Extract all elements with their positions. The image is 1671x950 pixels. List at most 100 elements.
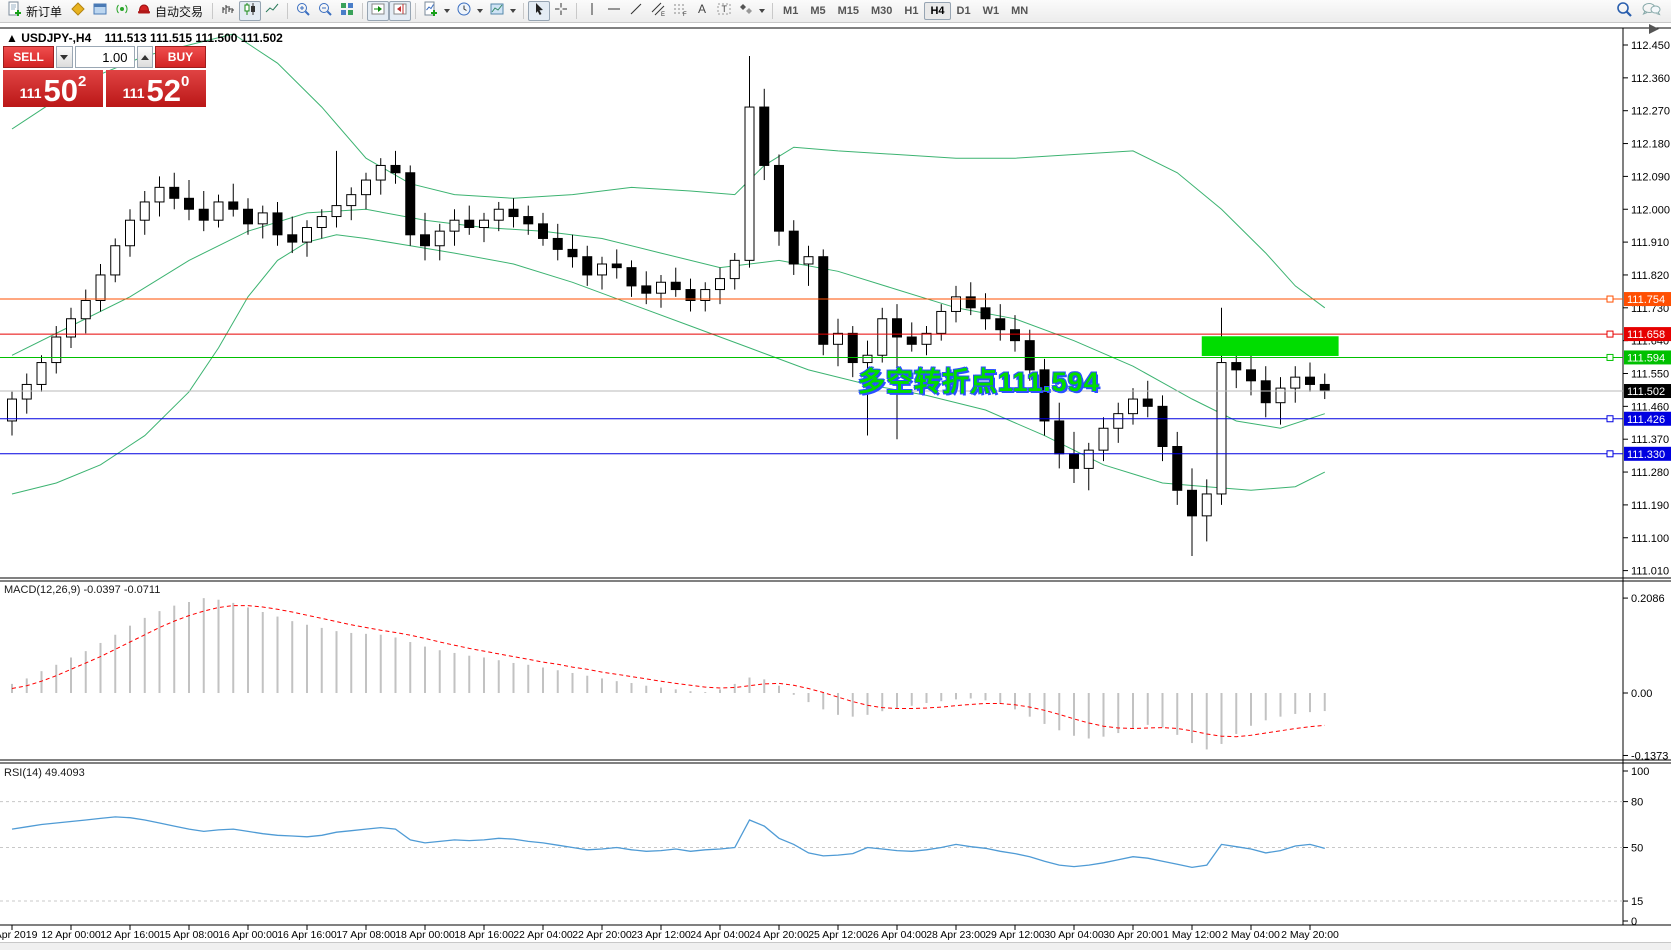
candle (405, 172, 416, 236)
sell-price-box[interactable]: 111 50 2 (3, 70, 103, 107)
candlestick-series[interactable] (7, 55, 1330, 556)
price-chart[interactable]: 112.450 112.360 112.270 112.180 112.090 112.0… (0, 23, 1671, 950)
timeframe-mn[interactable]: MN (1011, 5, 1029, 17)
svg-text:30 Apr 20:00: 30 Apr 20:00 (1103, 929, 1163, 941)
svg-text:0.2086: 0.2086 (1631, 593, 1665, 605)
timeframe-h1[interactable]: H1 (904, 5, 919, 17)
svg-text:112.000: 112.000 (1631, 204, 1670, 216)
hline-handle[interactable] (1606, 330, 1614, 338)
svg-text:111.010: 111.010 (1631, 566, 1669, 578)
candle (1128, 398, 1138, 415)
svg-text:100: 100 (1631, 766, 1649, 778)
candle (169, 186, 180, 199)
autotrade-button[interactable]: 自动交易 (133, 1, 208, 21)
price-axis[interactable]: 112.450 112.360 112.270 112.180 112.090 112.0… (1623, 40, 1670, 578)
hline-handle[interactable] (1606, 450, 1614, 458)
candle (36, 362, 47, 385)
navigator-button[interactable] (89, 1, 111, 21)
timeframe-h4[interactable]: H4 (924, 2, 951, 20)
timeframe-m15[interactable]: M15 (837, 5, 859, 17)
templates-button[interactable] (486, 1, 519, 21)
timeframe-m5[interactable]: M5 (810, 5, 826, 17)
buy-price-box[interactable]: 111 52 0 (106, 70, 206, 107)
market-watch-button[interactable] (67, 1, 89, 21)
candle (1172, 446, 1183, 491)
buy-price-prefix: 111 (122, 85, 145, 101)
svg-text:111.550: 111.550 (1631, 369, 1669, 381)
hline-111.330[interactable]: 111.330 (0, 446, 1671, 461)
svg-text:29 Apr 12:00: 29 Apr 12:00 (985, 929, 1045, 941)
svg-text:111.820: 111.820 (1631, 270, 1669, 282)
trendline-tool-button[interactable] (625, 1, 647, 21)
svg-text:-0.1373: -0.1373 (1631, 750, 1668, 762)
candle (670, 281, 681, 291)
fibonacci-tool-button[interactable]: F (669, 1, 691, 21)
timeframe-m1[interactable]: M1 (783, 5, 799, 17)
rsi-indicator: 100 80 50 15 0 (0, 766, 1649, 928)
quote-line: 111.513 111.515 111.500 111.502 (104, 31, 283, 45)
line-chart-mode-button[interactable] (261, 1, 283, 21)
sell-button[interactable]: SELL (3, 46, 55, 68)
candle (1260, 380, 1271, 404)
svg-text:23 Apr 12:00: 23 Apr 12:00 (631, 929, 691, 941)
highlight-rectangle[interactable] (1201, 336, 1339, 356)
svg-text:2 May 20:00: 2 May 20:00 (1281, 929, 1339, 941)
signals-button[interactable] (111, 1, 133, 21)
buy-button[interactable]: BUY (154, 46, 206, 68)
chart-shift-button[interactable] (389, 1, 412, 21)
hline-111.594[interactable]: 111.594 (0, 350, 1671, 365)
tile-windows-button[interactable] (336, 1, 358, 21)
volume-increase-button[interactable] (136, 46, 153, 68)
svg-text:0: 0 (1631, 916, 1637, 928)
zoom-in-button[interactable] (292, 1, 314, 21)
search-icon[interactable] (1615, 0, 1633, 23)
hline-handle[interactable] (1606, 353, 1614, 361)
timeframe-d1[interactable]: D1 (956, 5, 971, 17)
candle (685, 289, 696, 301)
timeframe-w1[interactable]: W1 (982, 5, 1000, 17)
candlestick-mode-button[interactable] (239, 1, 262, 21)
bollinger-middle-band (11, 208, 1325, 429)
hline-111.658[interactable]: 111.658 (0, 327, 1671, 342)
candle (715, 278, 725, 291)
toolbar-separator (523, 3, 525, 19)
candle (184, 197, 194, 210)
text-label-tool-button[interactable]: T (713, 1, 735, 21)
volume-decrease-button[interactable] (56, 46, 73, 68)
indicators-button[interactable] (420, 1, 453, 21)
vertical-line-tool-button[interactable] (581, 1, 603, 21)
auto-scroll-button[interactable] (367, 1, 390, 21)
chat-icon[interactable] (1641, 0, 1661, 23)
volume-input[interactable] (74, 46, 135, 68)
channel-tool-button[interactable]: E (647, 1, 669, 21)
hline-111.426[interactable]: 111.426 (0, 411, 1671, 426)
status-strip (0, 942, 1671, 950)
horizontal-line-tool-button[interactable] (603, 1, 625, 21)
hline-handle[interactable] (1606, 295, 1614, 303)
candle (774, 164, 784, 232)
candle (1319, 383, 1330, 392)
line-chart-icon (264, 1, 280, 22)
cursor-tool-button[interactable] (528, 1, 551, 21)
hline-handle[interactable] (1606, 415, 1614, 423)
candle (390, 164, 401, 174)
arrows-tool-button[interactable] (735, 1, 768, 21)
periods-button[interactable] (453, 1, 486, 21)
text-tool-button[interactable]: A (691, 1, 713, 21)
price-tag (1624, 350, 1671, 365)
collapse-triangle-icon[interactable]: ▲ (6, 31, 18, 45)
price-tag (1624, 384, 1671, 399)
svg-text:50: 50 (1631, 843, 1643, 855)
timeframe-m30[interactable]: M30 (871, 5, 893, 17)
crosshair-tool-button[interactable] (550, 1, 572, 21)
candle (1039, 369, 1050, 422)
candle (1157, 405, 1168, 448)
candle (110, 245, 121, 276)
bar-chart-mode-button[interactable] (217, 1, 239, 21)
candle (464, 219, 475, 228)
new-order-button[interactable]: 新订单 (4, 1, 67, 21)
hline-111.754[interactable]: 111.754 (0, 292, 1671, 307)
zoom-out-button[interactable] (314, 1, 336, 21)
svg-text:12 Apr 00:00: 12 Apr 00:00 (41, 929, 101, 941)
